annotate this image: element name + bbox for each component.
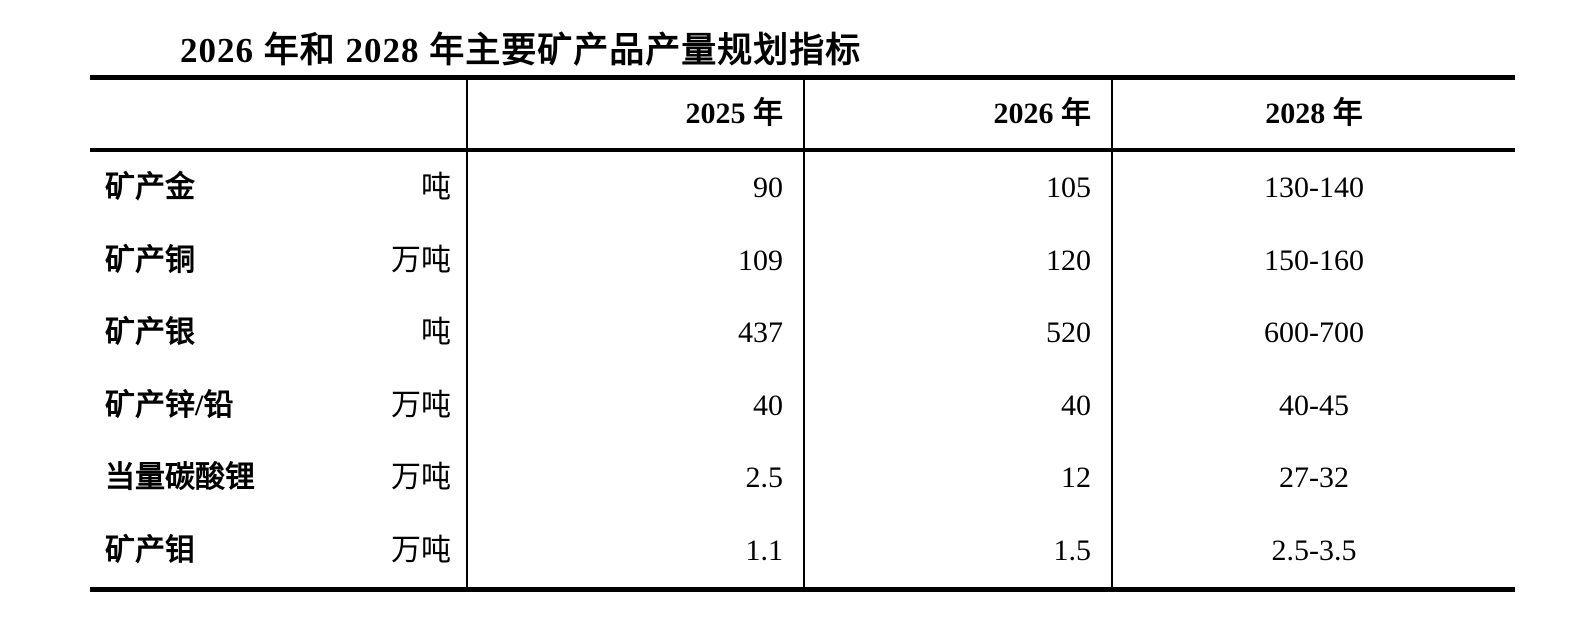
item-name: 矿产银 (105, 316, 195, 350)
value-2028: 27-32 (1279, 461, 1349, 495)
value-2025: 40 (468, 369, 805, 442)
value-2025: 2.5 (468, 442, 805, 515)
value-2028: 600-700 (1264, 316, 1364, 350)
item-cell: 矿产铜 万吨 (90, 224, 468, 297)
item-name: 矿产铜 (105, 243, 195, 277)
table-header-row: 2025 年 2026 年 2028 年 (90, 80, 1515, 152)
item-cell: 矿产金 吨 (90, 152, 468, 225)
value-2025: 437 (468, 297, 805, 370)
item-name: 当量碳酸锂 (105, 461, 255, 495)
value-2026: 520 (805, 297, 1113, 370)
item-unit: 万吨 (391, 243, 451, 277)
item-cell: 矿产银 吨 (90, 297, 468, 370)
value-2028: 130-140 (1264, 171, 1364, 205)
item-name: 矿产金 (105, 171, 195, 205)
value-2028: 150-160 (1264, 243, 1364, 277)
value-2026: 40 (805, 369, 1113, 442)
item-name: 矿产锌/铅 (105, 388, 234, 422)
value-2026: 120 (805, 224, 1113, 297)
header-2028: 2028 年 (1265, 97, 1363, 130)
item-unit: 万吨 (391, 533, 451, 567)
value-2026: 105 (805, 152, 1113, 225)
table-row-silver: 矿产银 吨 437 520 600-700 (90, 297, 1515, 370)
table-row-gold: 矿产金 吨 90 105 130-140 (90, 152, 1515, 225)
table-row-zinc-lead: 矿产锌/铅 万吨 40 40 40-45 (90, 369, 1515, 442)
value-2025: 109 (468, 224, 805, 297)
value-2028: 2.5-3.5 (1271, 533, 1357, 567)
item-cell: 当量碳酸锂 万吨 (90, 442, 468, 515)
table-row-lithium: 当量碳酸锂 万吨 2.5 12 27-32 (90, 442, 1515, 515)
value-2025: 1.1 (468, 514, 805, 587)
value-2026: 1.5 (805, 514, 1113, 587)
header-item-cell (90, 80, 468, 148)
item-unit: 万吨 (391, 461, 451, 495)
page-title: 2026 年和 2028 年主要矿产品产量规划指标 (180, 31, 862, 70)
item-name: 矿产钼 (105, 533, 195, 567)
mineral-production-table: 2025 年 2026 年 2028 年 矿产金 吨 90 105 130-14… (90, 75, 1515, 592)
header-2026: 2026 年 (805, 80, 1113, 148)
item-unit: 吨 (421, 171, 451, 205)
value-2028: 40-45 (1279, 388, 1349, 422)
value-2026: 12 (805, 442, 1113, 515)
value-2025: 90 (468, 152, 805, 225)
item-unit: 万吨 (391, 388, 451, 422)
table-row-molybdenum: 矿产钼 万吨 1.1 1.5 2.5-3.5 (90, 514, 1515, 587)
item-cell: 矿产锌/铅 万吨 (90, 369, 468, 442)
header-2025: 2025 年 (468, 80, 805, 148)
table-row-copper: 矿产铜 万吨 109 120 150-160 (90, 224, 1515, 297)
item-cell: 矿产钼 万吨 (90, 514, 468, 587)
item-unit: 吨 (421, 316, 451, 350)
